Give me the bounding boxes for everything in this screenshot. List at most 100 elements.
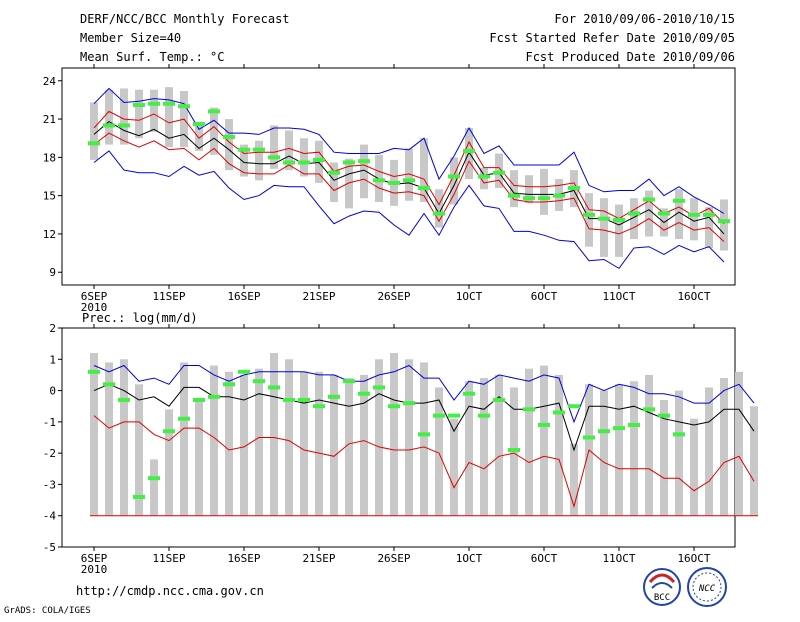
temp-spread-box bbox=[90, 102, 98, 160]
temp-ensemble-marker bbox=[373, 178, 385, 183]
temp-ensemble-marker bbox=[598, 216, 610, 221]
temp-ensemble-marker bbox=[493, 170, 505, 175]
temp-ensemble-marker bbox=[313, 157, 325, 162]
temp-spread-box bbox=[120, 88, 128, 145]
temp-ensemble-marker bbox=[358, 159, 370, 164]
temp-ensemble-marker bbox=[508, 193, 520, 198]
started-refer-date: Fcst Started Refer Date 2010/09/05 bbox=[489, 31, 735, 45]
temp-spread-box bbox=[165, 87, 173, 148]
temp-ensemble-marker bbox=[223, 134, 235, 139]
precip-y-tick-label: 1 bbox=[49, 353, 56, 366]
precip-ensemble-marker bbox=[478, 413, 490, 418]
precip-ensemble-marker bbox=[538, 422, 550, 427]
temp-ensemble-marker bbox=[208, 109, 220, 114]
precip-ensemble-marker bbox=[463, 391, 475, 396]
temp-x-tick-label: 11OCT bbox=[602, 290, 635, 303]
precip-spread-box bbox=[615, 384, 623, 516]
precip-x-tick-label: 6SEP bbox=[81, 552, 108, 565]
temp-x-tick-label: 11SEP bbox=[152, 290, 185, 303]
temp-ensemble-marker bbox=[643, 197, 655, 202]
temp-ensemble-marker bbox=[433, 211, 445, 216]
precip-ensemble-marker bbox=[88, 369, 100, 374]
precip-spread-box bbox=[435, 387, 443, 516]
precip-spread-box bbox=[150, 459, 158, 516]
ncc-logo-text: NCC bbox=[698, 584, 716, 594]
precip-spread-box bbox=[240, 374, 248, 516]
precip-ensemble-marker bbox=[658, 413, 670, 418]
temp-y-tick-label: 9 bbox=[49, 266, 56, 279]
temp-x-tick-label: 6SEP bbox=[81, 290, 108, 303]
temp-ensemble-marker bbox=[103, 123, 115, 128]
source-url[interactable]: http://cmdp.ncc.cma.gov.cn bbox=[76, 584, 264, 598]
precip-ensemble-marker bbox=[628, 422, 640, 427]
temp-spread-box bbox=[330, 162, 338, 203]
precip-spread-box bbox=[420, 362, 428, 516]
temp-y-tick-label: 12 bbox=[43, 228, 56, 241]
temp-spread-box bbox=[300, 138, 308, 177]
precip-y-tick-label: -2 bbox=[43, 447, 56, 460]
precip-spread-box bbox=[300, 371, 308, 516]
temp-spread-box bbox=[450, 157, 458, 205]
precip-spread-box bbox=[225, 371, 233, 516]
temp-spread-box bbox=[540, 168, 548, 215]
precip-spread-box bbox=[525, 368, 533, 516]
temp-spread-box bbox=[240, 144, 248, 177]
precip-y-tick-label: 0 bbox=[49, 385, 56, 398]
precip-y-tick-label: 2 bbox=[49, 322, 56, 335]
temp-plot-frame bbox=[61, 67, 736, 286]
precip-spread-box bbox=[660, 399, 668, 516]
precip-ensemble-marker bbox=[178, 416, 190, 421]
precip-variable-label: Prec.: log(mm/d) bbox=[82, 311, 198, 325]
precip-spread-box bbox=[180, 362, 188, 516]
temp-x-tick-label: 1OCT bbox=[456, 290, 483, 303]
precip-ensemble-marker bbox=[253, 379, 265, 384]
temp-line-lower-outer bbox=[93, 150, 725, 270]
precip-spread-box bbox=[405, 359, 413, 516]
temp-ensemble-marker bbox=[703, 212, 715, 217]
precip-x-tick-label: 16SEP bbox=[227, 552, 260, 565]
ncc-logo: NCC bbox=[687, 567, 727, 607]
temp-ensemble-marker bbox=[673, 198, 685, 203]
temp-line-lower-inner bbox=[93, 132, 725, 242]
grads-credit: GrADS: COLA/IGES bbox=[4, 606, 91, 616]
temperature-panel: 9 12 15 18 21 24 6SEP 11SEP 16SEP 21SEP 26SEP 1OCT 6… bbox=[43, 64, 736, 314]
temp-ensemble-marker bbox=[268, 155, 280, 160]
temp-spread-box bbox=[210, 107, 218, 155]
temp-line-upper-outer bbox=[93, 87, 725, 214]
precip-x-tick-label: 11SEP bbox=[152, 552, 185, 565]
precip-ensemble-marker bbox=[193, 397, 205, 402]
precip-x-tick-label: 26SEP bbox=[377, 552, 410, 565]
precip-x-tick-label: 1OCT bbox=[456, 552, 483, 565]
temp-ensemble-marker bbox=[193, 122, 205, 127]
temp-ensemble-marker bbox=[628, 211, 640, 216]
precip-spread-box bbox=[750, 406, 758, 516]
temp-ensemble-marker bbox=[403, 178, 415, 183]
precip-spread-box bbox=[675, 390, 683, 516]
precip-line-lower-red bbox=[93, 415, 755, 509]
produced-date: Fcst Produced Date 2010/09/06 bbox=[525, 50, 735, 64]
precip-ensemble-marker bbox=[448, 413, 460, 418]
precip-spread-box bbox=[285, 359, 293, 516]
precip-spread-box bbox=[735, 371, 743, 516]
temp-spread-box bbox=[510, 170, 518, 208]
precip-spread-box bbox=[360, 374, 368, 516]
temp-ensemble-marker bbox=[523, 196, 535, 201]
precip-spread-box bbox=[315, 371, 323, 516]
precip-spread-box bbox=[90, 353, 98, 516]
precip-spread-box bbox=[705, 387, 713, 516]
temp-spread-box bbox=[600, 198, 608, 257]
temp-spread-box bbox=[435, 189, 443, 228]
temp-x-tick-label: 6OCT bbox=[531, 290, 558, 303]
precip-spread-box bbox=[345, 378, 353, 516]
temp-line-median bbox=[93, 120, 725, 235]
temp-spread-box bbox=[345, 158, 353, 209]
precip-spread-box bbox=[105, 362, 113, 516]
precip-y-tick-label: -1 bbox=[43, 416, 56, 429]
precip-spread-box bbox=[270, 353, 278, 516]
temperature-variable-label: Mean Surf. Temp.: °C bbox=[80, 50, 225, 64]
precip-spread-box bbox=[630, 381, 638, 516]
temp-ensemble-marker bbox=[118, 123, 130, 128]
